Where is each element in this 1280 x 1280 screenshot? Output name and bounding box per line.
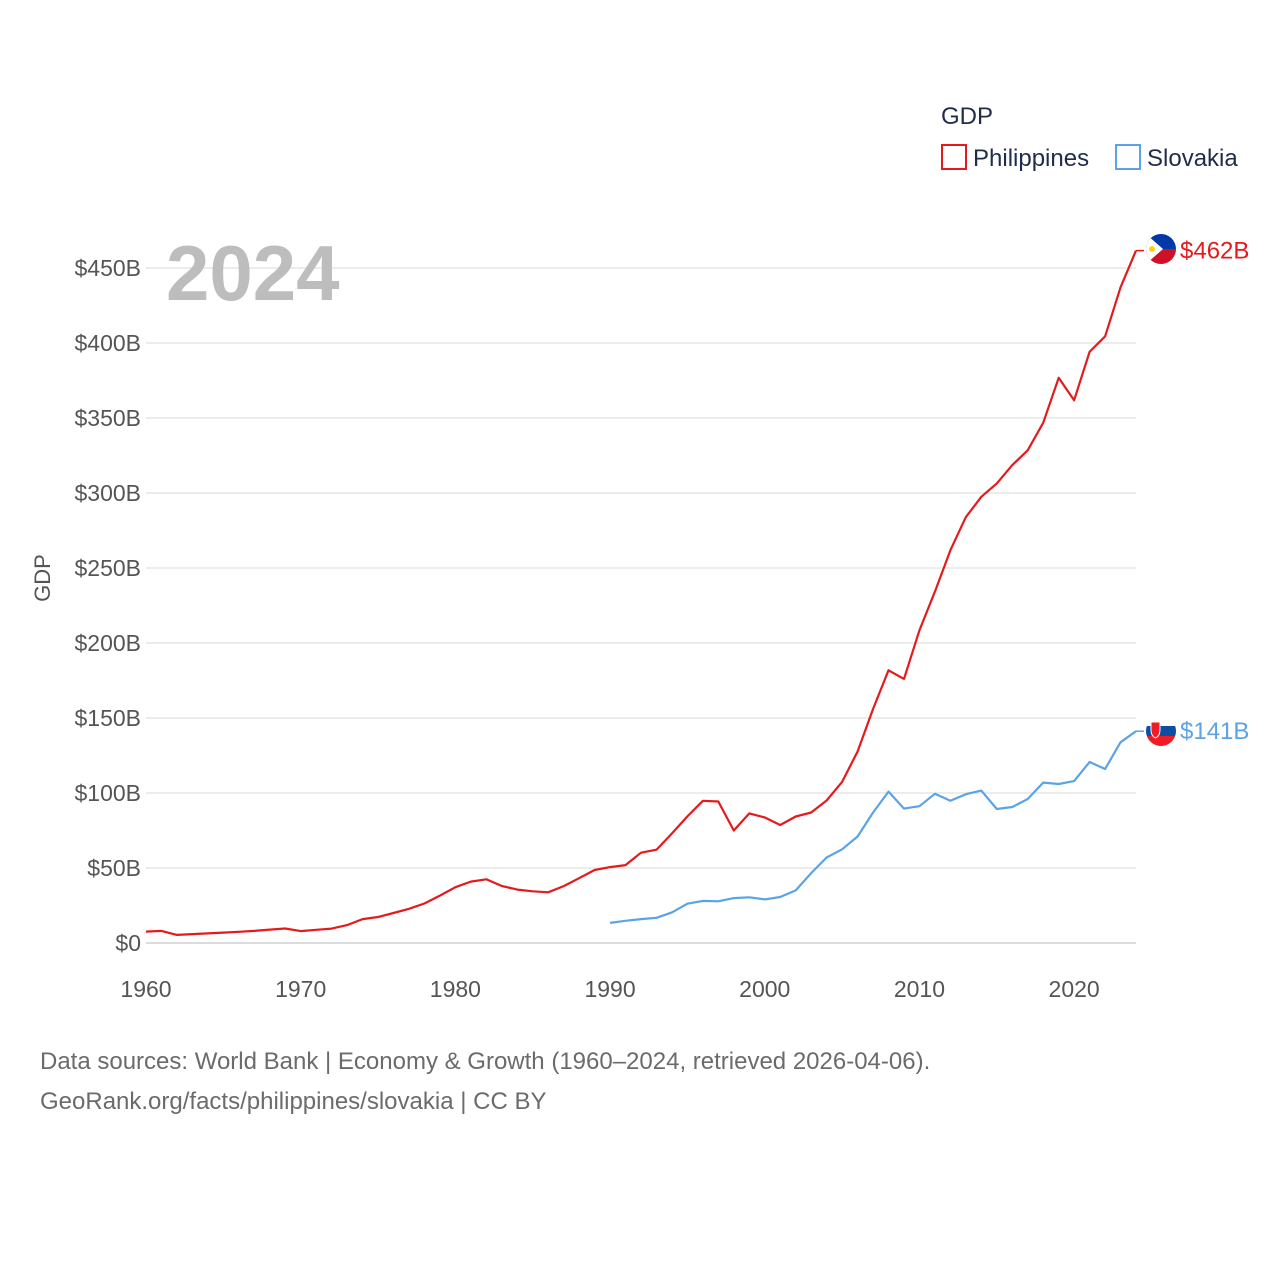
series-line-slovakia [609, 730, 1137, 924]
legend-swatch-slovakia [1115, 144, 1141, 170]
y-tick-label: $350B [74, 405, 141, 431]
y-axis-title: GDP [30, 554, 55, 602]
legend-item-philippines[interactable]: Philippines [941, 144, 1089, 172]
x-tick-label: 1990 [584, 976, 635, 1002]
legend: GDP Philippines Slovakia [941, 103, 1238, 172]
y-tick-label: $150B [74, 705, 141, 731]
year-label: 2024 [166, 229, 340, 317]
source-text: Data sources: World Bank | Economy & Gro… [40, 1048, 931, 1075]
y-tick-label: $200B [74, 630, 141, 656]
legend-label-philippines: Philippines [973, 145, 1089, 172]
gdp-line-chart: $0 $50B $100B $150B $200B $250B $300B $350B $400… [30, 103, 1249, 1002]
legend-label-slovakia: Slovakia [1147, 145, 1238, 172]
x-axis-ticks: 1960 1970 1980 1990 2000 2010 2020 [120, 976, 1099, 1002]
x-tick-label: 2010 [894, 976, 945, 1002]
x-tick-label: 1970 [275, 976, 326, 1002]
x-tick-label: 1980 [430, 976, 481, 1002]
series-line-philippines [145, 250, 1138, 937]
legend-title: GDP [941, 103, 993, 130]
slovakia-flag-icon [1146, 716, 1176, 746]
series-lines [145, 249, 1144, 937]
y-tick-label: $100B [74, 780, 141, 806]
philippines-flag-icon [1146, 234, 1176, 264]
end-label-slovakia: $141B [1180, 718, 1249, 745]
legend-item-slovakia[interactable]: Slovakia [1115, 144, 1238, 172]
x-tick-label: 2020 [1049, 976, 1100, 1002]
y-tick-label: $300B [74, 480, 141, 506]
data-source-footer: Data sources: World Bank | Economy & Gro… [40, 1042, 930, 1122]
y-tick-label: $0 [115, 930, 141, 956]
end-label-philippines: $462B [1180, 238, 1249, 265]
x-tick-label: 1960 [120, 976, 171, 1002]
x-tick-label: 2000 [739, 976, 790, 1002]
y-tick-label: $250B [74, 555, 141, 581]
gridlines [146, 267, 1136, 944]
legend-swatch-philippines [941, 144, 967, 170]
end-labels: $462B $141B [1180, 238, 1249, 746]
y-tick-label: $50B [87, 855, 141, 881]
y-tick-label: $400B [74, 330, 141, 356]
y-tick-label: $450B [74, 255, 141, 281]
y-axis-ticks: $0 $50B $100B $150B $200B $250B $300B $350B $400… [74, 255, 141, 956]
source-url[interactable]: GeoRank.org/facts/philippines/slovakia |… [40, 1088, 547, 1115]
